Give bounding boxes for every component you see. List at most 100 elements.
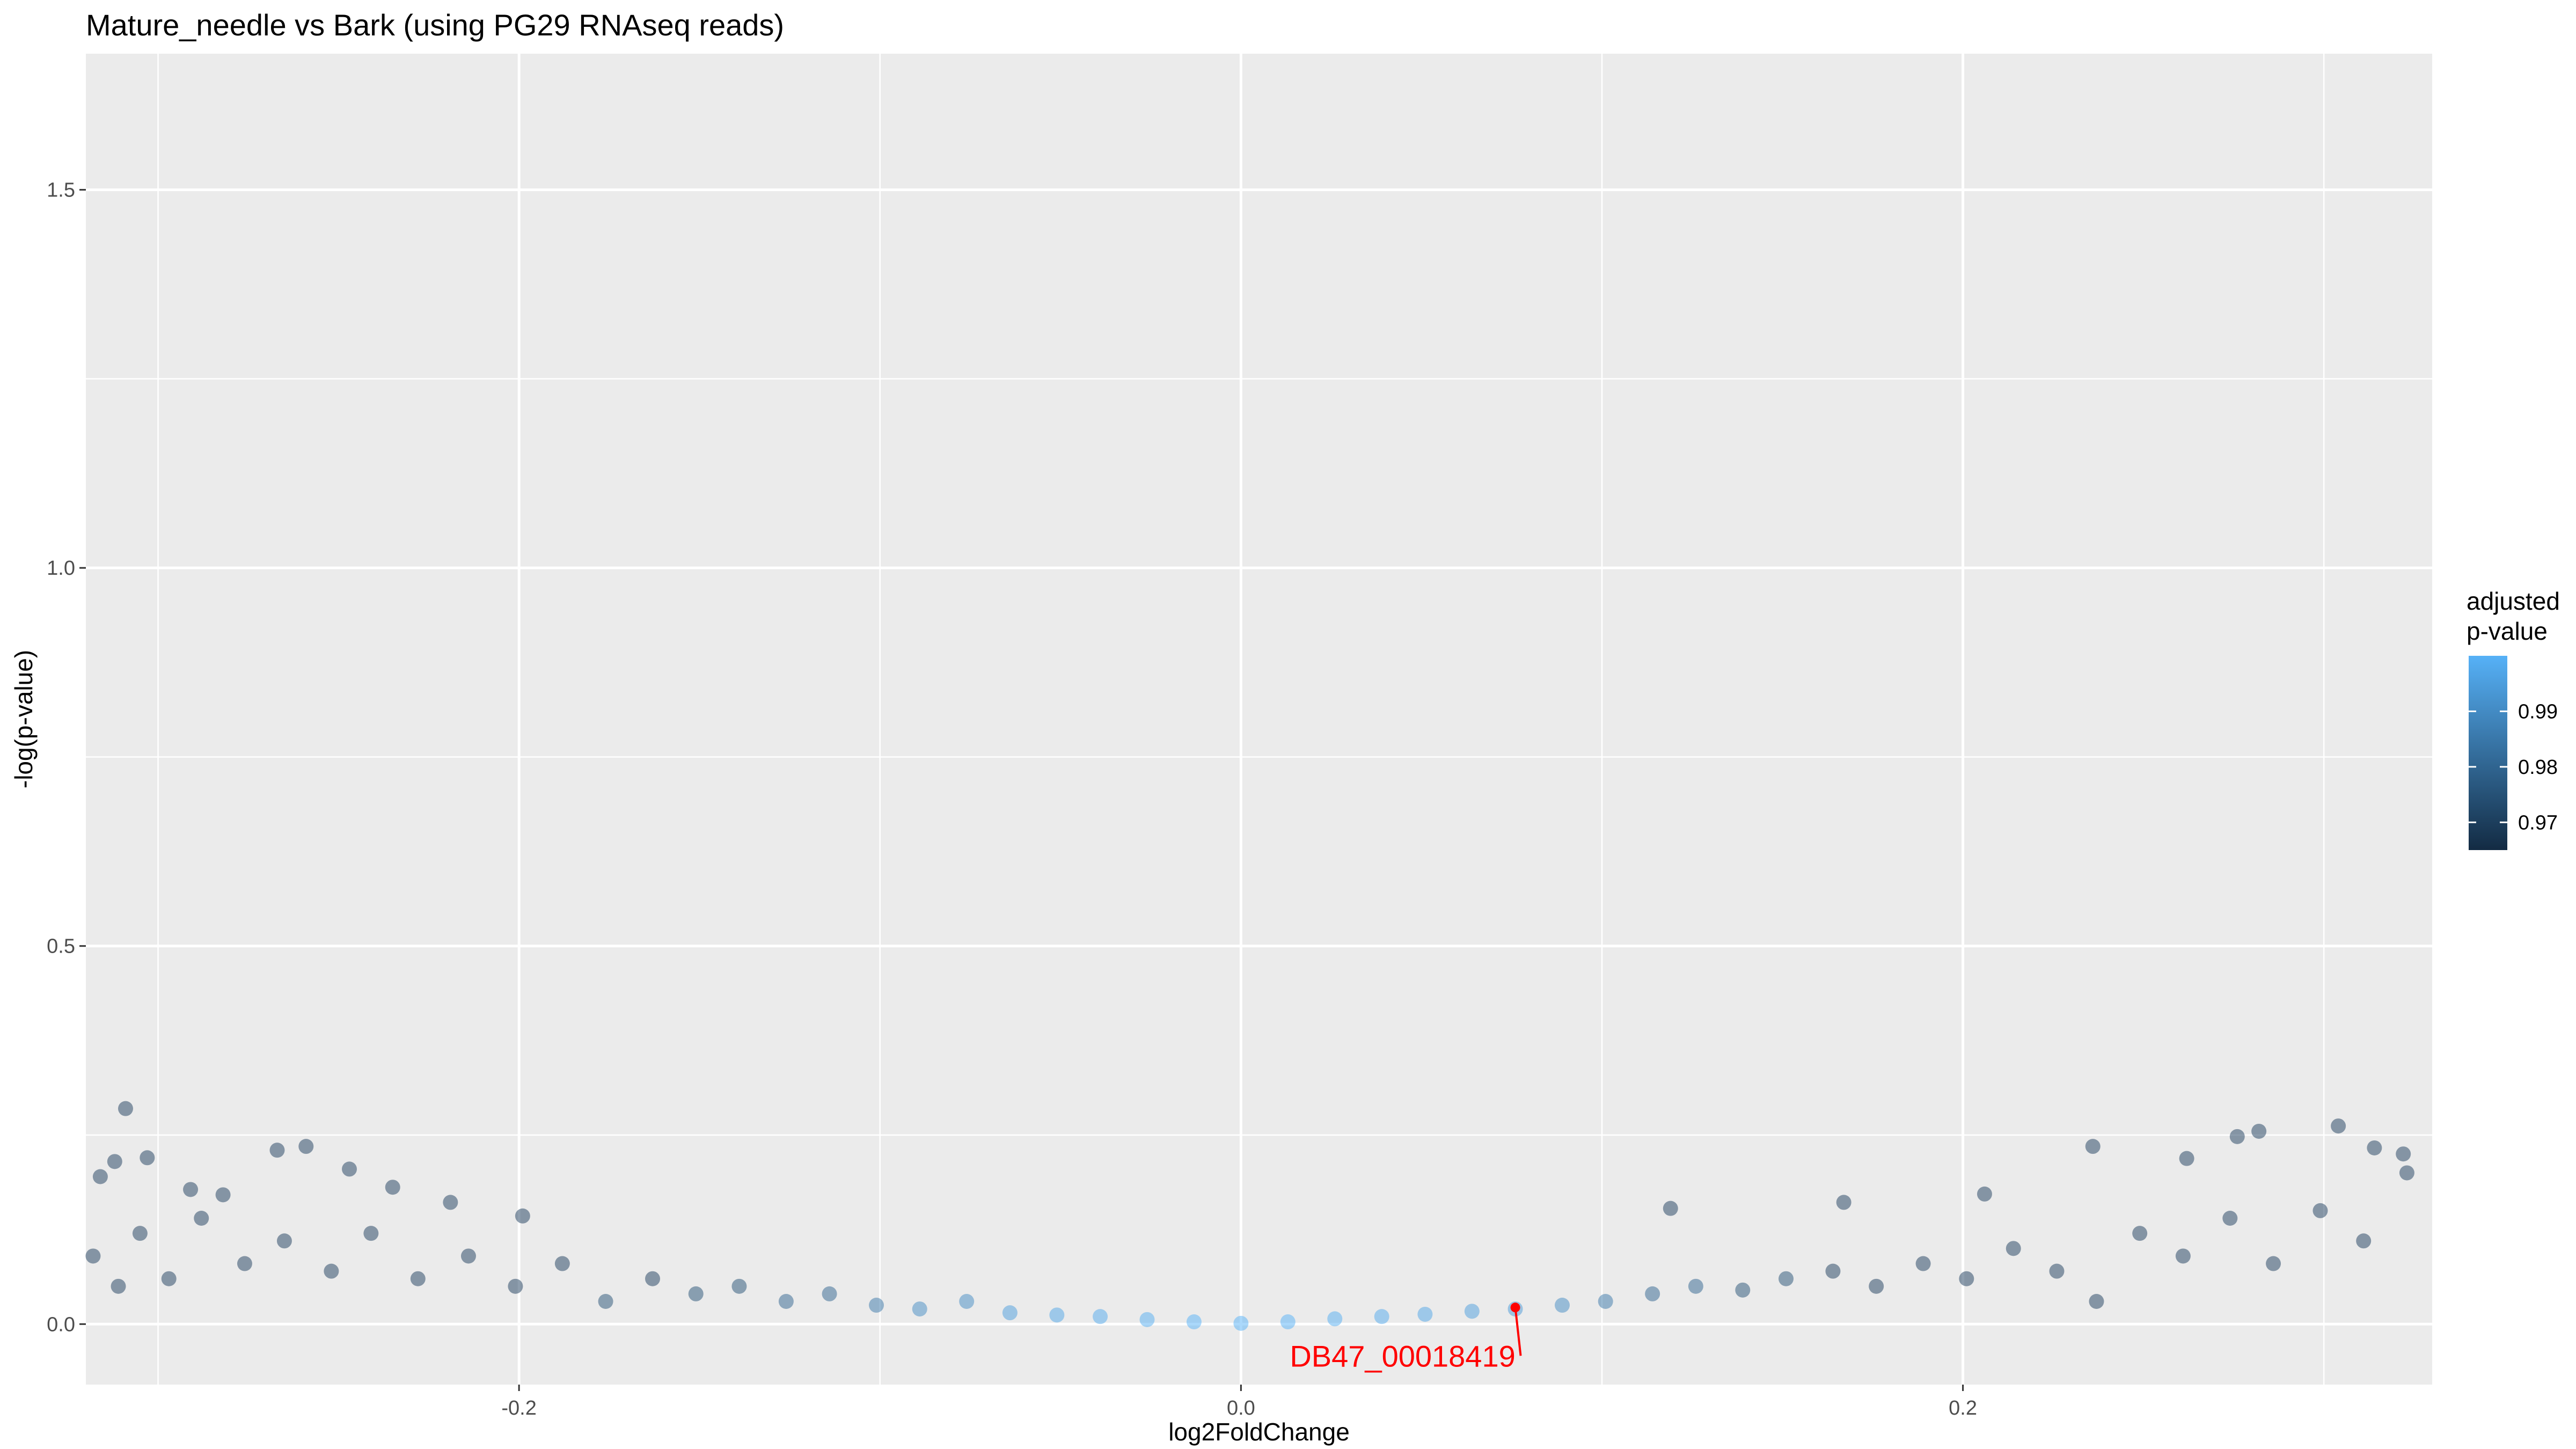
data-point [2331,1118,2346,1134]
data-point [2132,1226,2148,1241]
data-point [363,1226,379,1241]
plot-panel [86,54,2432,1385]
data-point [2006,1241,2021,1256]
x-tick-label: -0.2 [501,1397,536,1419]
data-point [688,1286,704,1301]
data-point [1915,1256,1931,1271]
data-point [111,1278,126,1294]
data-point [132,1226,148,1241]
data-point [324,1263,339,1279]
legend-color-bar [2469,656,2507,850]
data-point [1554,1298,1570,1313]
data-point [554,1256,570,1271]
annotation-point [1510,1302,1520,1313]
legend-title: adjusted [2467,587,2560,615]
data-point [598,1294,613,1309]
data-point [1186,1314,1202,1330]
data-point [2222,1211,2238,1226]
y-tick-label: 1.5 [47,179,75,202]
data-point [1093,1309,1108,1324]
data-point [140,1150,155,1166]
data-point [161,1271,177,1286]
data-point [1869,1278,1884,1294]
legend-tick-label: 0.98 [2518,756,2558,779]
data-point [508,1278,523,1294]
data-point [645,1271,661,1286]
data-point [298,1139,314,1154]
data-point [276,1233,292,1249]
x-tick-label: 0.0 [1227,1397,1255,1419]
data-point [194,1211,209,1226]
data-point [1959,1271,1974,1286]
legend-tick-label: 0.97 [2518,811,2558,834]
data-point [1688,1278,1703,1294]
data-point [912,1301,927,1317]
data-point [2049,1263,2065,1279]
data-point [1464,1304,1480,1319]
data-point [1417,1306,1433,1322]
data-point [2085,1139,2101,1154]
data-point [1663,1201,1678,1216]
data-point [2089,1294,2104,1309]
data-point [1735,1282,1751,1298]
data-point [515,1208,530,1224]
legend-tick-label: 0.99 [2518,700,2558,723]
data-point [269,1143,285,1158]
annotation-label: DB47_00018419 [1290,1339,1515,1373]
chart-title: Mature_needle vs Bark (using PG29 RNAseq… [86,8,784,42]
data-point [1280,1314,1296,1330]
data-point [1002,1305,1018,1321]
data-point [410,1271,426,1286]
data-point [118,1101,133,1116]
data-points [85,1101,2414,1331]
data-point [443,1195,458,1210]
data-point [1836,1195,1851,1210]
data-point [183,1182,199,1197]
x-tick-label: 0.2 [1949,1397,1977,1419]
data-point [2179,1151,2194,1166]
data-point [215,1187,231,1203]
data-point [85,1248,101,1264]
data-point [342,1161,357,1177]
data-point [822,1286,837,1301]
y-tick-label: 0.0 [47,1313,75,1336]
data-point [1825,1263,1841,1279]
data-point [2396,1146,2411,1162]
data-point [2356,1233,2372,1249]
data-point [869,1298,884,1313]
data-point [2175,1248,2191,1264]
x-axis-label: log2FoldChange [1168,1418,1350,1446]
data-point [1233,1315,1249,1331]
data-point [1374,1309,1389,1324]
data-point [237,1256,252,1271]
data-point [778,1294,794,1309]
data-point [1327,1311,1343,1327]
legend-ticks: 0.97 0.98 0.99 [2469,700,2558,834]
data-point [2399,1165,2414,1181]
data-point [959,1294,975,1309]
y-tick-label: 0.5 [47,935,75,958]
data-point [2229,1129,2245,1144]
data-point [2251,1123,2267,1139]
data-point [385,1180,400,1195]
y-axis-label: -log(p-value) [10,650,38,788]
data-point [1977,1186,1992,1202]
y-tick-label: 1.0 [47,557,75,580]
data-point [1139,1312,1155,1327]
data-point [2312,1203,2328,1218]
axes: -0.2 0.0 0.2 0.0 0.5 1.0 1.5 [47,179,1977,1419]
data-point [731,1278,747,1294]
data-point [92,1169,108,1184]
data-point [107,1154,122,1169]
data-point [1049,1307,1065,1323]
data-point [1598,1294,1613,1309]
data-point [2367,1140,2382,1155]
color-legend: adjusted p-value 0.97 0.98 0.99 [2467,587,2560,850]
annotation-leader-line [1514,1307,1522,1356]
data-point [1645,1286,1660,1301]
data-point [2266,1256,2281,1271]
grid-lines [86,54,2432,1385]
data-point [460,1248,476,1264]
legend-title: p-value [2467,617,2548,645]
